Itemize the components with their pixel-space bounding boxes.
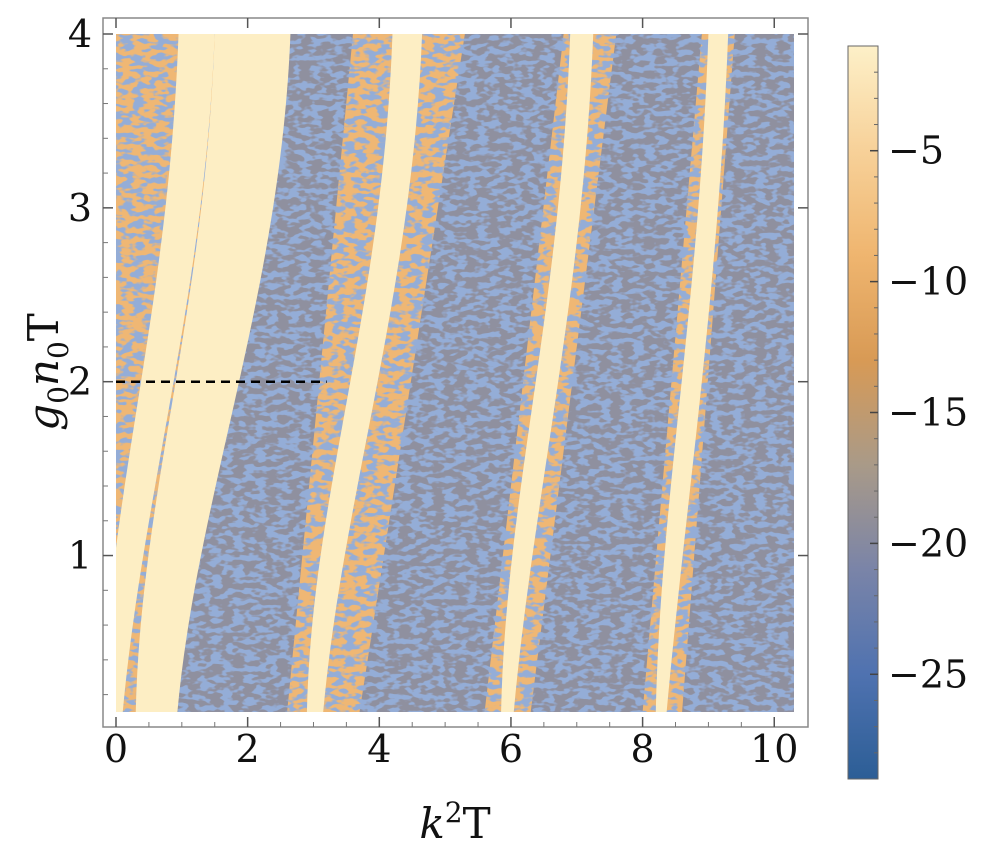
stable-band-3 xyxy=(501,34,594,712)
y-tick-label: 4 xyxy=(68,12,92,56)
y-axis-ticks: 1 2 3 4 xyxy=(68,12,808,696)
x-tick-label: 8 xyxy=(631,727,655,771)
colorbar-tick-label: −10 xyxy=(888,260,968,304)
colorbar-tick-label: −25 xyxy=(888,652,968,696)
y-axis-label: g0n0T xyxy=(19,313,75,431)
colorbar-tick-label: −5 xyxy=(888,129,944,173)
x-tick-label: 6 xyxy=(499,727,523,771)
colorbar-tick-label: −15 xyxy=(888,391,968,435)
heatmap-area xyxy=(116,34,794,712)
y-tick-label: 3 xyxy=(68,186,92,230)
x-tick-label: 2 xyxy=(236,727,260,771)
x-axis-label: k2T xyxy=(419,796,490,848)
colorbar-tick-label: −20 xyxy=(888,521,968,565)
y-tick-label: 2 xyxy=(68,360,92,404)
stable-band-1 xyxy=(135,34,291,712)
stable-bands xyxy=(116,34,729,712)
x-tick-label: 10 xyxy=(750,727,798,771)
colorbar-ticks: −5 −10 −15 −20 −25 xyxy=(870,71,968,754)
x-tick-label: 4 xyxy=(367,727,391,771)
x-axis-ticks: 0 2 4 6 8 10 xyxy=(104,18,798,771)
y-tick-label: 1 xyxy=(68,534,92,578)
stable-band-4 xyxy=(655,34,729,712)
stable-band-0 xyxy=(116,34,215,712)
stable-band-2 xyxy=(306,34,423,712)
x-tick-label: 0 xyxy=(104,727,128,771)
plot-frame xyxy=(102,17,809,728)
